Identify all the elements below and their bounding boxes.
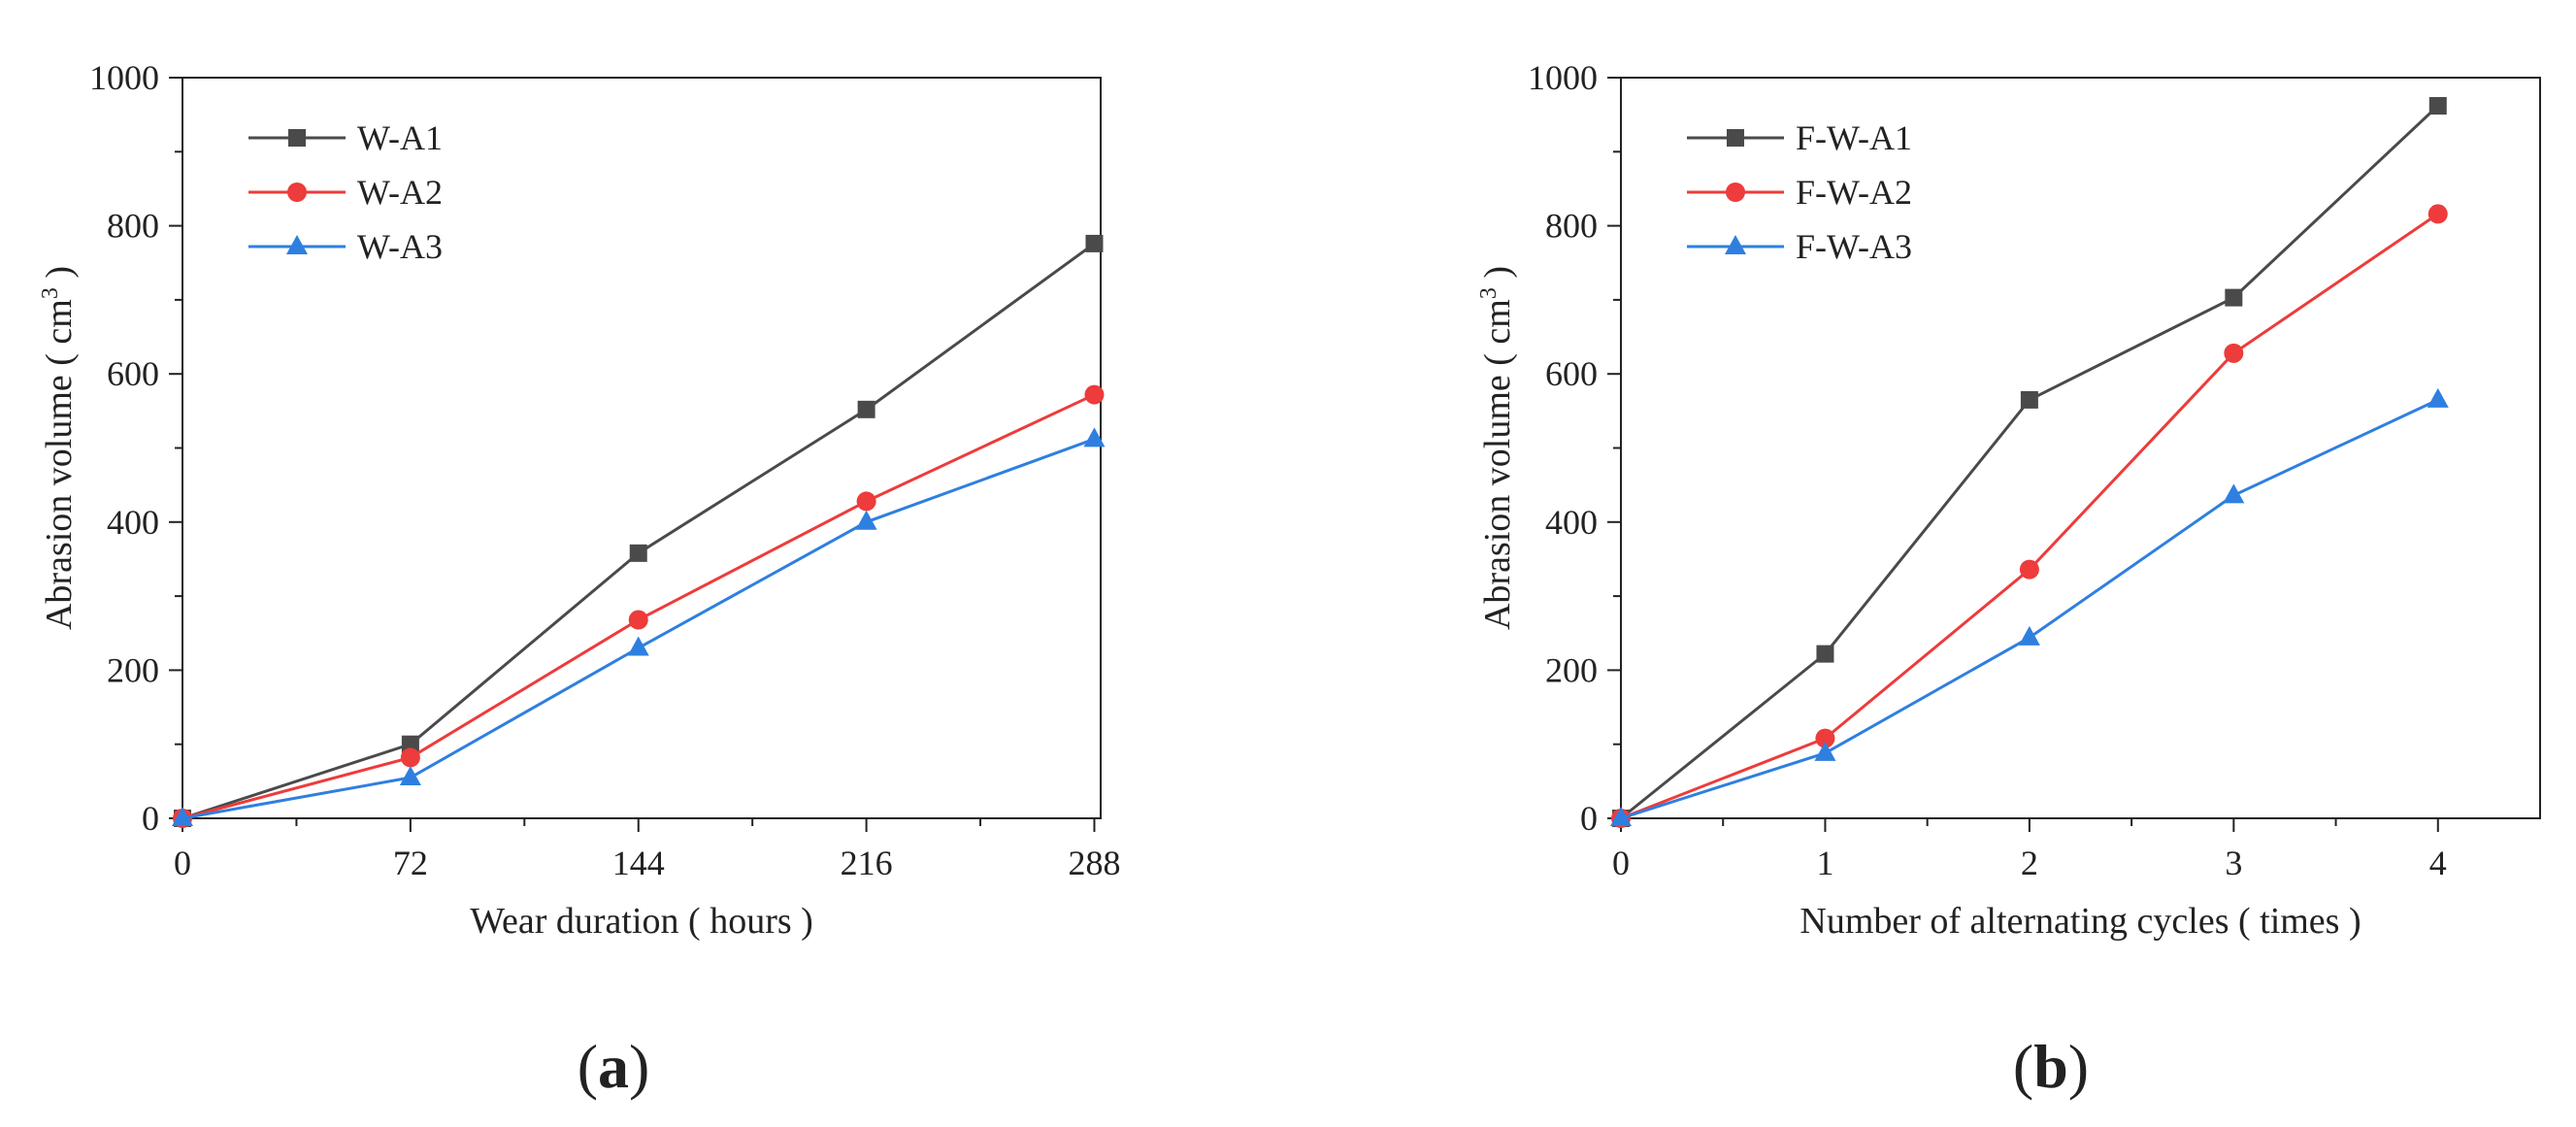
y-axis-title-sup: 3 (1476, 287, 1502, 299)
data-point-w-a1 (857, 400, 875, 418)
chart-b: 0 1 2 3 4 0 200 400 600 800 1000 Number of alternat… (1476, 58, 2541, 1101)
series-line-f-w-a3 (1620, 398, 2439, 820)
x-tick-label: 72 (393, 844, 428, 882)
data-point-f-w-a3 (2018, 625, 2040, 646)
y-tick-label: 200 (107, 650, 159, 689)
y-axis-title: Abrasion volume ( cm3 ) (38, 266, 80, 630)
y-tick-label: 400 (1545, 503, 1598, 542)
panel-label: (b) (2013, 1032, 2089, 1101)
data-point-w-a3 (1083, 427, 1106, 447)
data-point-w-a3 (627, 636, 649, 656)
x-axis-title: Wear duration ( hours ) (470, 901, 813, 942)
data-point-f-w-a1 (2428, 96, 2447, 115)
legend-marker (288, 129, 306, 147)
legend-marker (1725, 235, 1746, 254)
data-point-f-w-a2 (2427, 204, 2448, 224)
y-axis-title-prefix: Abrasion volume ( cm (39, 299, 80, 630)
y-tick-label: 600 (1545, 354, 1598, 393)
data-point-w-a2 (628, 610, 648, 630)
legend-marker (1727, 129, 1744, 147)
panel-label-close: ) (2068, 1032, 2089, 1101)
x-tick-label: 2 (2021, 844, 2038, 882)
legend-label: W-A2 (357, 173, 443, 212)
data-point-w-a3 (399, 766, 421, 786)
y-tick-label: 1000 (89, 58, 159, 97)
data-point-w-a2 (856, 491, 876, 512)
data-point-f-w-a3 (2427, 387, 2449, 408)
legend-label: F-W-A1 (1796, 118, 1912, 157)
y-tick-label: 600 (107, 354, 159, 393)
panel-label-close: ) (629, 1032, 649, 1101)
data-point-f-w-a2 (1815, 728, 1835, 748)
series-line-w-a2 (182, 393, 1096, 820)
data-point-f-w-a3 (1610, 807, 1632, 826)
y-axis-title-suffix: ) (39, 266, 80, 287)
x-tick-label: 1 (1816, 844, 1833, 882)
data-point-w-a1 (629, 544, 647, 562)
data-point-w-a1 (1085, 234, 1104, 252)
plot-frame (182, 77, 1102, 819)
panel-label: (a) (578, 1032, 650, 1101)
x-tick-label: 0 (174, 844, 191, 882)
legend-marker (286, 235, 308, 254)
data-point-f-w-a3 (1814, 741, 1836, 761)
data-point-f-w-a3 (2223, 483, 2245, 504)
series-line-f-w-a2 (1620, 213, 2439, 820)
data-point-f-w-a1 (2225, 288, 2243, 307)
x-tick-label: 3 (2225, 844, 2242, 882)
data-point-f-w-a2 (2224, 343, 2244, 363)
y-tick-label: 400 (107, 503, 159, 542)
y-tick-label: 0 (142, 799, 159, 838)
legend-marker (1726, 182, 1745, 202)
panel-label-letter: a (598, 1032, 629, 1101)
data-point-f-w-a1 (2020, 390, 2038, 409)
x-tick-label: 216 (841, 844, 893, 882)
y-axis-title-prefix: Abrasion volume ( cm (1477, 299, 1518, 630)
x-axis-title: Number of alternating cycles ( times ) (1800, 901, 2361, 942)
data-point-w-a1 (401, 735, 419, 753)
y-axis-title-suffix: ) (1477, 266, 1518, 287)
chart-a: 0 72 144 216 288 0 200 400 600 800 1000 Wear durati… (38, 58, 1120, 1101)
legend-label: W-A1 (357, 118, 443, 157)
x-tick-label: 0 (1612, 844, 1630, 882)
panel-label-letter: b (2033, 1032, 2068, 1101)
legend-label: F-W-A3 (1796, 227, 1912, 266)
y-axis-title: Abrasion volume ( cm3 ) (1476, 266, 1518, 630)
y-tick-label: 800 (107, 207, 159, 246)
y-tick-label: 0 (1580, 799, 1598, 838)
panel-label-open: ( (2013, 1032, 2033, 1101)
data-point-w-a3 (855, 510, 877, 530)
data-point-w-a2 (1084, 384, 1105, 405)
data-point-f-w-a2 (2019, 559, 2039, 580)
y-axis-title-sup: 3 (38, 287, 63, 299)
x-tick-label: 144 (612, 844, 665, 882)
data-point-w-a2 (400, 747, 420, 768)
legend-label: W-A3 (357, 227, 443, 266)
y-tick-label: 200 (1545, 650, 1598, 689)
y-tick-label: 1000 (1528, 58, 1598, 97)
legend-label: F-W-A2 (1796, 173, 1912, 212)
data-point-w-a3 (172, 807, 193, 826)
panel-label-open: ( (578, 1032, 598, 1101)
data-point-f-w-a1 (1816, 645, 1834, 663)
series-line-f-w-a1 (1620, 104, 2439, 820)
x-tick-label: 4 (2429, 844, 2447, 882)
y-tick-label: 800 (1545, 207, 1598, 246)
x-tick-label: 288 (1068, 844, 1120, 882)
legend-marker (287, 182, 307, 202)
series-line-w-a1 (182, 242, 1096, 820)
